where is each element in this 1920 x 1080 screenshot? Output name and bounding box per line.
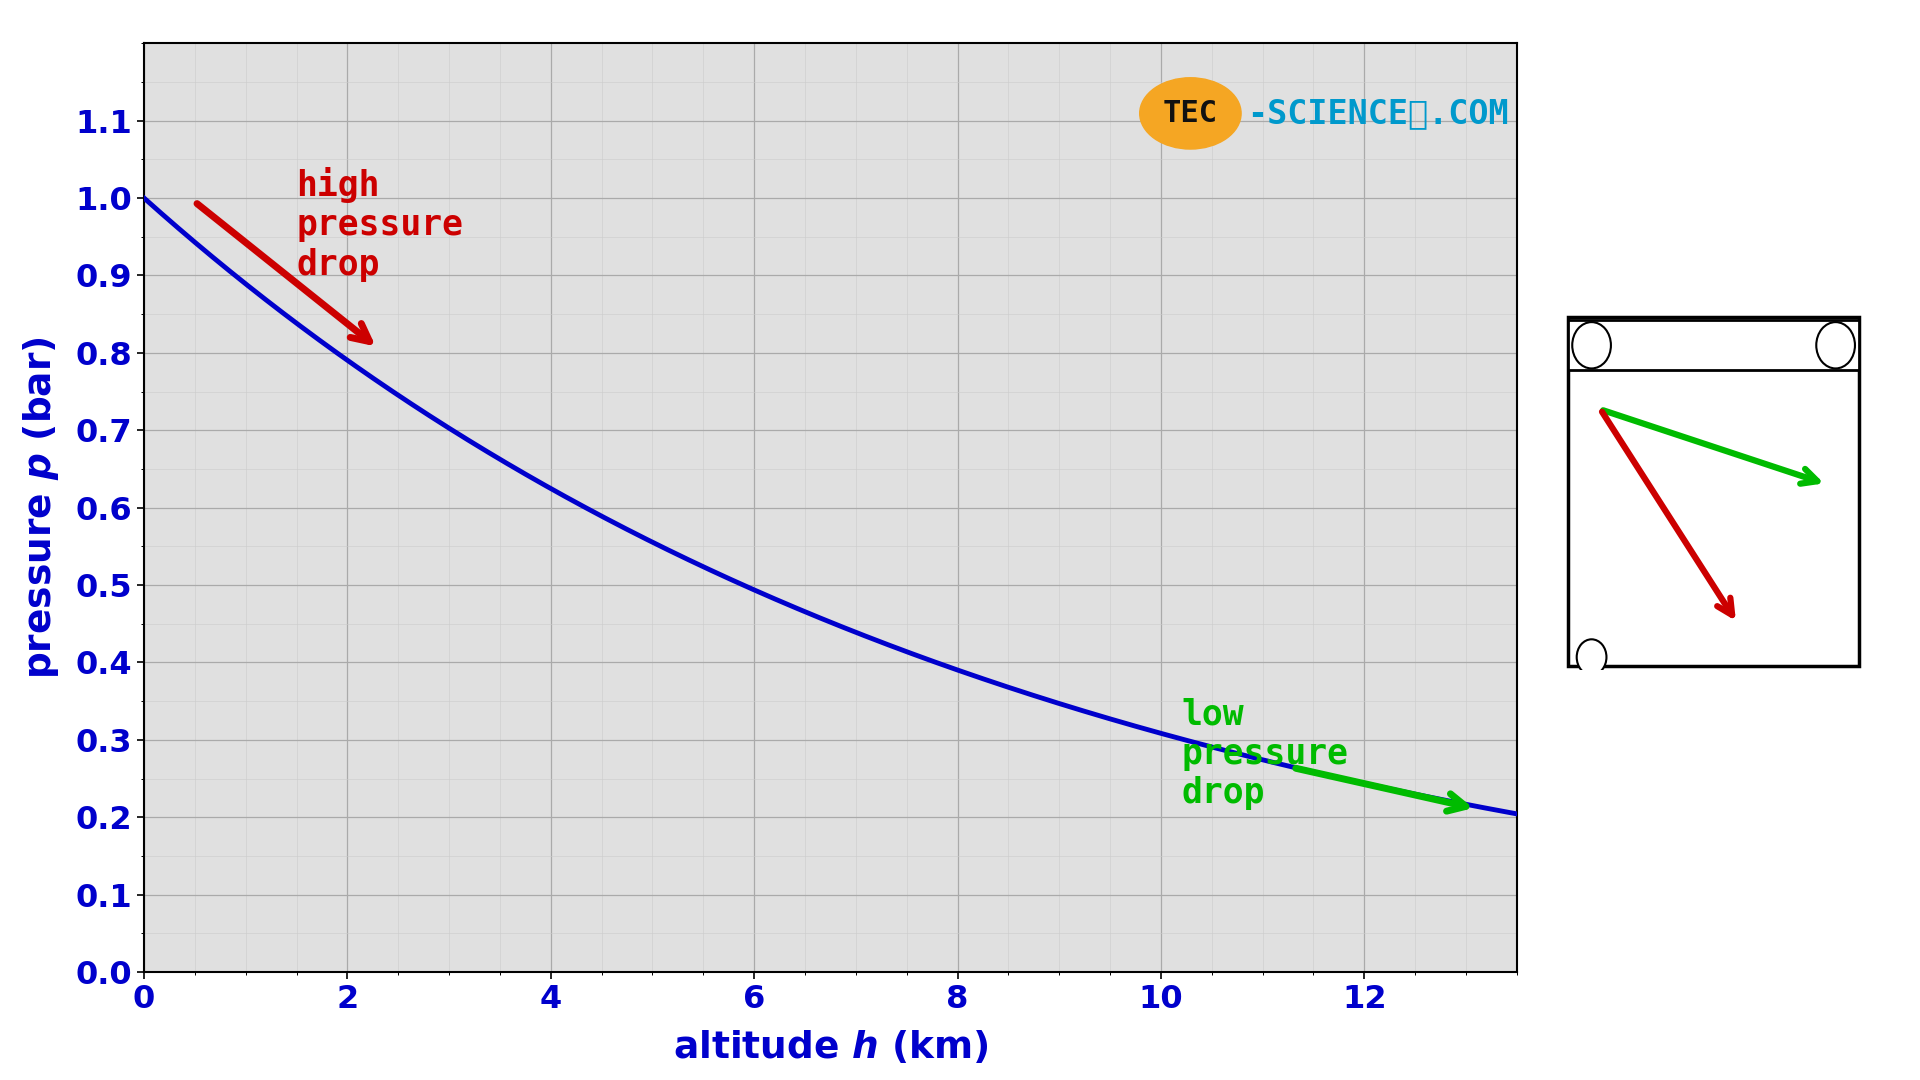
X-axis label: altitude $\bfit{h}$ (km): altitude $\bfit{h}$ (km) — [672, 1028, 989, 1066]
Y-axis label: pressure $\bfit{p}$ (bar): pressure $\bfit{p}$ (bar) — [21, 336, 61, 679]
Text: low
pressure
drop: low pressure drop — [1181, 698, 1348, 810]
Text: TEC: TEC — [1164, 99, 1217, 127]
Circle shape — [1816, 322, 1855, 368]
FancyBboxPatch shape — [1569, 316, 1859, 666]
FancyBboxPatch shape — [1569, 321, 1859, 370]
Text: high
pressure
drop: high pressure drop — [296, 167, 463, 282]
Circle shape — [1572, 322, 1611, 368]
Text: -SCIENCE⁠.COM: -SCIENCE⁠.COM — [1248, 97, 1509, 130]
Circle shape — [1576, 639, 1607, 675]
